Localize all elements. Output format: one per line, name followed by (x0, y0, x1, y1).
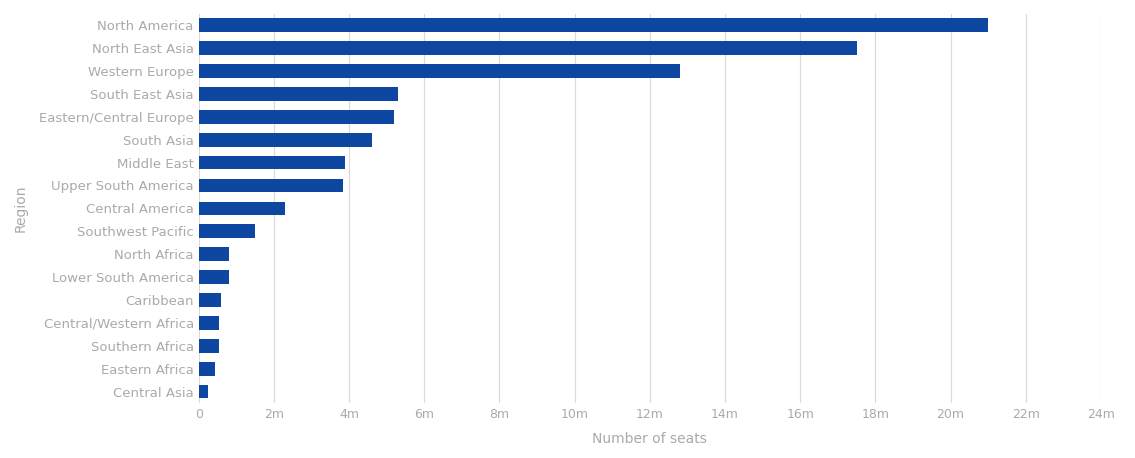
Bar (199, 41, 857, 55)
Bar (199, 293, 221, 307)
Bar (199, 385, 208, 398)
Bar (199, 362, 216, 376)
X-axis label: Number of seats: Number of seats (592, 432, 707, 446)
Bar (199, 18, 989, 32)
Bar (199, 179, 344, 192)
Bar (199, 316, 219, 330)
Bar (199, 224, 255, 238)
Bar (199, 339, 219, 353)
Bar (199, 202, 285, 215)
Bar (199, 133, 371, 147)
Bar (199, 156, 345, 169)
Y-axis label: Region: Region (14, 185, 28, 232)
Bar (199, 270, 229, 284)
Bar (199, 247, 229, 261)
Bar (199, 110, 394, 124)
Bar (199, 64, 680, 78)
Bar (199, 87, 398, 101)
